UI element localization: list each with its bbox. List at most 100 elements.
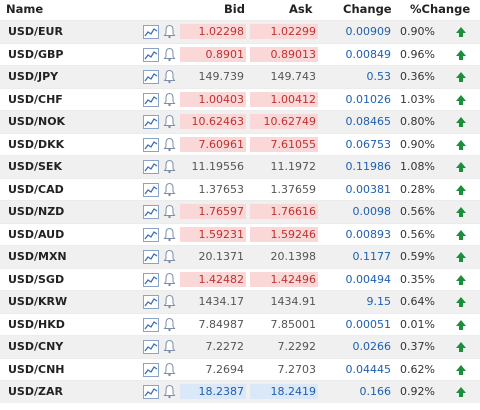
pct-change-value: 0.64% [400, 295, 435, 308]
ask-value: 1.37659 [270, 182, 317, 196]
change-value: 0.0266 [352, 340, 392, 353]
pair-name[interactable]: USD/MXN [8, 250, 67, 263]
line-chart-icon[interactable] [143, 25, 159, 39]
change-value: 0.00909 [345, 25, 392, 38]
ask-value: 7.2292 [277, 340, 317, 353]
pct-change-value: 0.28% [400, 182, 435, 196]
pct-change-value: 0.90% [400, 137, 435, 151]
header-change[interactable]: Change [343, 2, 392, 16]
table-row[interactable]: USD/SGD 1.42482 1.42496 0.00494 0.35% [0, 267, 480, 291]
table-row[interactable]: USD/AUD 1.59231 1.59246 0.00893 0.56% [0, 222, 480, 246]
change-value: 0.00381 [345, 182, 392, 196]
bell-icon[interactable] [163, 362, 176, 377]
table-row[interactable]: USD/JPY 149.739 149.743 0.53 0.36% [0, 65, 480, 88]
table-row[interactable]: USD/SEK 11.19556 11.1972 0.11986 1.08% [0, 155, 480, 178]
line-chart-icon[interactable] [143, 70, 159, 84]
table-row[interactable]: USD/CNY 7.2272 7.2292 0.0266 0.37% [0, 335, 480, 358]
bell-icon[interactable] [163, 114, 176, 129]
change-value: 0.04445 [345, 362, 392, 376]
bell-icon[interactable] [163, 24, 176, 39]
bid-value: 20.1371 [198, 250, 245, 263]
header-name[interactable]: Name [6, 2, 44, 16]
table-row[interactable]: USD/MXN 20.1371 20.1398 0.1177 0.59% [0, 245, 480, 268]
bid-value: 1.00403 [180, 91, 246, 107]
pair-name[interactable]: USD/GBP [8, 47, 64, 61]
change-value: 0.08465 [345, 115, 392, 128]
pair-name[interactable]: USD/CAD [8, 182, 64, 196]
line-chart-icon[interactable] [143, 182, 159, 197]
bell-icon[interactable] [163, 92, 176, 107]
bell-icon[interactable] [163, 339, 176, 354]
pair-name[interactable]: USD/AUD [8, 227, 65, 241]
line-chart-icon[interactable] [143, 205, 159, 219]
pair-name[interactable]: USD/CNY [8, 340, 64, 353]
change-value: 0.53 [366, 70, 392, 83]
bell-icon[interactable] [163, 272, 176, 287]
bell-icon[interactable] [163, 384, 176, 399]
change-value: 0.0098 [352, 205, 392, 218]
bid-value: 1434.17 [198, 295, 245, 308]
bell-icon[interactable] [163, 317, 176, 332]
line-chart-icon[interactable] [143, 272, 159, 287]
pct-change-value: 1.08% [400, 160, 435, 173]
pair-name[interactable]: USD/CHF [8, 92, 63, 106]
header-ask[interactable]: Ask [289, 2, 313, 16]
change-value: 0.166 [359, 385, 392, 398]
bell-icon[interactable] [163, 249, 176, 264]
table-row[interactable]: USD/HKD 7.84987 7.85001 0.00051 0.01% [0, 312, 480, 336]
table-row[interactable]: USD/CHF 1.00403 1.00412 0.01026 1.03% [0, 87, 480, 111]
line-chart-icon[interactable] [143, 47, 159, 62]
up-arrow-icon [455, 26, 467, 38]
pair-name[interactable]: USD/DKK [8, 137, 65, 151]
pair-name[interactable]: USD/KRW [8, 295, 68, 308]
pair-name[interactable]: USD/EUR [8, 25, 63, 38]
table-row[interactable]: USD/CAD 1.37653 1.37659 0.00381 0.28% [0, 177, 480, 201]
bell-icon[interactable] [163, 227, 176, 242]
pair-name[interactable]: USD/NOK [8, 115, 66, 128]
line-chart-icon[interactable] [143, 160, 159, 174]
bid-value: 1.59231 [180, 226, 246, 242]
line-chart-icon[interactable] [143, 227, 159, 242]
header-pct-change[interactable]: %Change [410, 2, 471, 16]
table-row[interactable]: USD/ZAR 18.2387 18.2419 0.166 0.92% [0, 380, 480, 403]
line-chart-icon[interactable] [143, 385, 159, 399]
bell-icon[interactable] [163, 294, 176, 309]
table-row[interactable]: USD/EUR 1.02298 1.02299 0.00909 0.90% [0, 20, 480, 43]
table-row[interactable]: USD/NOK 10.62463 10.62749 0.08465 0.80% [0, 110, 480, 133]
table-row[interactable]: USD/CNH 7.2694 7.2703 0.04445 0.62% [0, 357, 480, 381]
pct-change-value: 0.62% [400, 362, 435, 376]
line-chart-icon[interactable] [143, 317, 159, 332]
bid-value: 1.76597 [180, 204, 246, 219]
bell-icon[interactable] [163, 204, 176, 219]
up-arrow-icon [455, 274, 467, 286]
line-chart-icon[interactable] [143, 295, 159, 309]
bell-icon[interactable] [163, 159, 176, 174]
line-chart-icon[interactable] [143, 362, 159, 377]
up-arrow-icon [455, 296, 467, 308]
pair-name[interactable]: USD/CNH [8, 362, 65, 376]
bell-icon[interactable] [163, 182, 176, 197]
table-row[interactable]: USD/NZD 1.76597 1.76616 0.0098 0.56% [0, 200, 480, 223]
table-row[interactable]: USD/KRW 1434.17 1434.91 9.15 0.64% [0, 290, 480, 313]
header-bid[interactable]: Bid [224, 2, 245, 16]
pair-name[interactable]: USD/JPY [8, 70, 59, 83]
pair-name[interactable]: USD/SGD [8, 272, 65, 286]
change-value: 0.00494 [345, 272, 392, 286]
table-row[interactable]: USD/GBP 0.8901 0.89013 0.00849 0.96% [0, 42, 480, 66]
pair-name[interactable]: USD/ZAR [8, 385, 63, 398]
pct-change-value: 0.56% [400, 205, 435, 218]
line-chart-icon[interactable] [143, 137, 159, 152]
line-chart-icon[interactable] [143, 115, 159, 129]
bid-value: 7.84987 [198, 317, 245, 331]
line-chart-icon[interactable] [143, 340, 159, 354]
line-chart-icon[interactable] [143, 92, 159, 107]
line-chart-icon[interactable] [143, 250, 159, 264]
pair-name[interactable]: USD/SEK [8, 160, 62, 173]
bell-icon[interactable] [163, 47, 176, 62]
bell-icon[interactable] [163, 137, 176, 152]
bell-icon[interactable] [163, 69, 176, 84]
table-row[interactable]: USD/DKK 7.60961 7.61055 0.06753 0.90% [0, 132, 480, 156]
pair-name[interactable]: USD/HKD [8, 317, 65, 331]
pair-name[interactable]: USD/NZD [8, 205, 65, 218]
ask-value: 1.00412 [250, 91, 318, 107]
